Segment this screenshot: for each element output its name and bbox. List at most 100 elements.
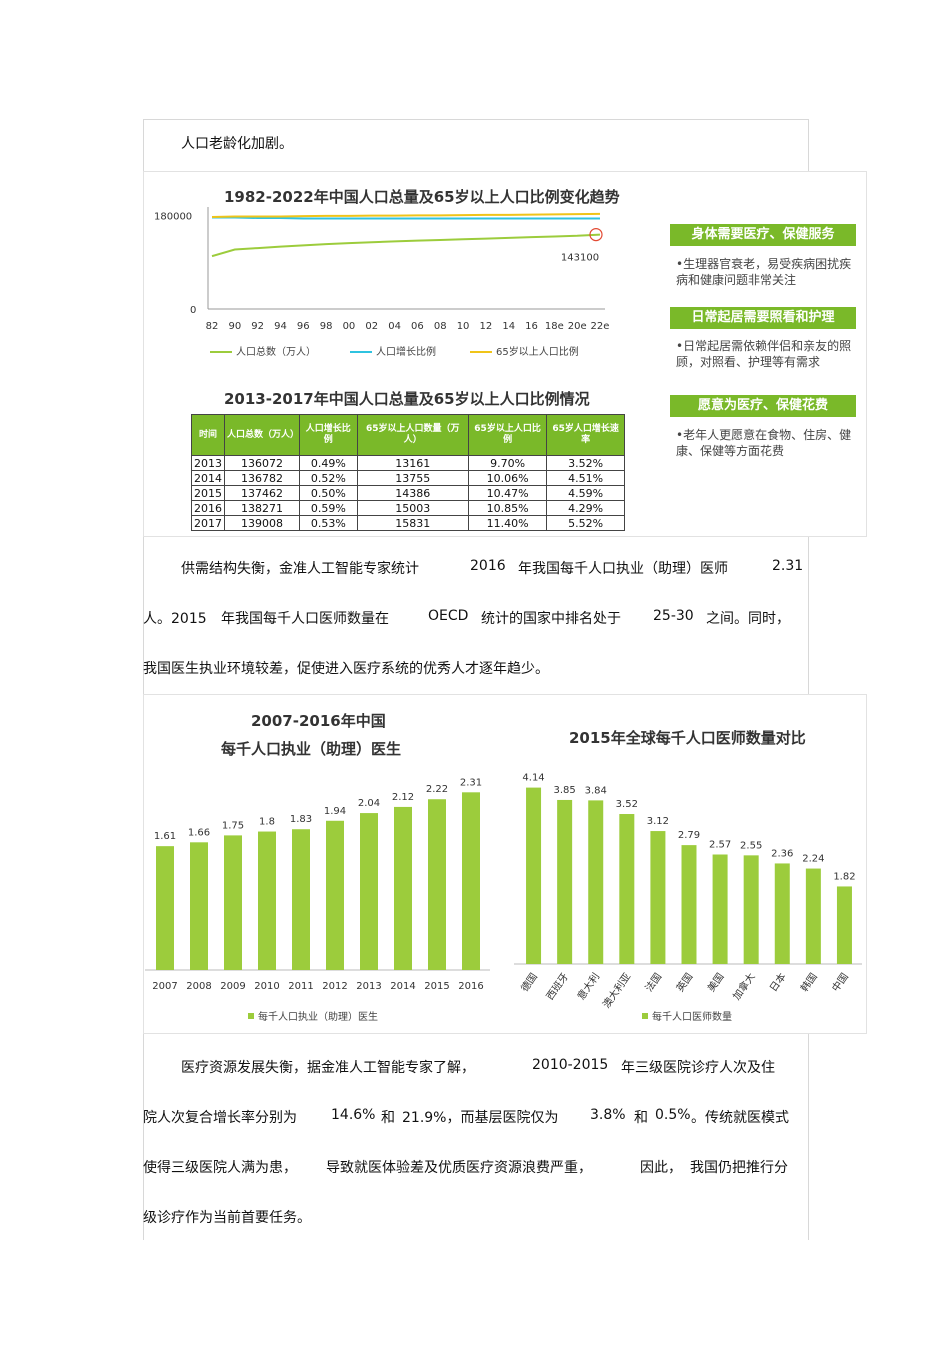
- data-label: 1.75: [222, 820, 244, 831]
- y-tick-label: 0: [190, 305, 196, 316]
- table-header-cell: 人口增长比例: [298, 414, 358, 456]
- legend-label: 每千人口医师数量: [652, 1010, 732, 1023]
- side-text-care: •日常起居需依赖伴侣和亲友的照顾，对照看、护理等有需求: [676, 339, 852, 369]
- legend-label: 每千人口执业（助理）医生: [258, 1010, 378, 1023]
- table-cell: 2013: [191, 455, 225, 471]
- side-heading-medical: 身体需要医疗、保健服务: [670, 224, 856, 246]
- page-frame: [143, 119, 809, 1240]
- bar: [326, 820, 344, 970]
- table-cell: 11.40%: [467, 515, 548, 531]
- text-segment: 和: [634, 1110, 648, 1126]
- data-label: 2.12: [392, 792, 414, 803]
- bar: [224, 835, 242, 970]
- data-label: 2.24: [802, 854, 824, 865]
- bar: [292, 829, 310, 970]
- x-tick-label: 02: [365, 321, 378, 332]
- table-cell: 0.49%: [298, 455, 358, 471]
- text-segment: 统计的国家中排名处于: [481, 611, 621, 627]
- x-tick-label: 16: [525, 321, 538, 332]
- data-label: 3.12: [647, 816, 669, 827]
- series-line-1: [212, 216, 600, 220]
- table-cell: 0.50%: [298, 485, 358, 501]
- data-label: 3.52: [616, 799, 638, 810]
- chart1-title: 1982-2022年中国人口总量及65岁以上人口比例变化趋势: [224, 188, 620, 206]
- data-label: 1.61: [154, 831, 176, 842]
- x-tick-label: 英国: [673, 970, 695, 994]
- bar: [650, 831, 666, 964]
- data-label: 2.79: [678, 830, 700, 841]
- text-segment: 使得三级医院人满为患，: [143, 1160, 297, 1176]
- bar: [258, 831, 276, 970]
- data-label: 1.94: [324, 806, 346, 817]
- x-tick-label: 96: [297, 321, 310, 332]
- population-line-chart: 180000 0 82 90 92 94 96 98 00 02 04 06 08 10 12 14 16 18e…: [154, 207, 610, 358]
- bar: [156, 846, 174, 970]
- x-tick-label: 2009: [220, 981, 245, 992]
- data-label: 2.36: [771, 848, 793, 859]
- table-cell: 13755: [356, 470, 469, 486]
- text-segment: 年三级医院诊疗人次及住: [621, 1060, 775, 1076]
- x-tick-label: 2014: [390, 981, 415, 992]
- table-row: 2013 136072 0.49% 13161 9.70% 3.52%: [191, 455, 625, 471]
- legend-label: 人口总数（万人）: [236, 345, 316, 358]
- x-tick-label: 20e: [568, 321, 587, 332]
- bar: [394, 806, 412, 970]
- x-tick-label: 14: [502, 321, 515, 332]
- bar: [712, 854, 728, 964]
- x-tick-label: 西班牙: [544, 971, 571, 1002]
- text-segment: 14.6%: [331, 1107, 376, 1123]
- data-label: 1.82: [833, 871, 855, 882]
- table-cell: 137462: [224, 485, 300, 501]
- table-cell: 136782: [224, 470, 300, 486]
- data-label: 1.83: [290, 814, 312, 825]
- text-segment: 因此，: [640, 1160, 682, 1176]
- chart3-title: 2015年全球每千人口医师数量对比: [569, 729, 806, 747]
- table-cell: 13161: [356, 455, 469, 471]
- data-label: 2.55: [740, 840, 762, 851]
- table-header-cell: 65岁以上人口比例: [467, 414, 548, 456]
- table-cell: 3.52%: [546, 455, 625, 471]
- x-tick-label: 22e: [591, 321, 610, 332]
- highlight-marker: [589, 227, 603, 242]
- table-cell: 5.52%: [546, 515, 625, 531]
- bar: [836, 886, 852, 964]
- bar: [774, 863, 790, 964]
- x-tick-label: 意大利: [574, 970, 602, 1002]
- text-segment: 供需结构失衡，金准人工智能专家统计: [181, 561, 419, 577]
- x-tick-label: 韩国: [798, 970, 820, 994]
- data-label: 2.22: [426, 784, 448, 795]
- data-label: 2.31: [460, 777, 482, 788]
- table-header-cell: 65岁以上人口数量（万人）: [356, 414, 469, 456]
- bar: [428, 799, 446, 970]
- text-segment: 3.8%: [590, 1107, 626, 1123]
- bar: [805, 868, 821, 964]
- side-text-spending: •老年人更愿意在食物、住房、健康、保健等方面花费: [676, 428, 852, 458]
- x-tick-label: 2008: [186, 981, 211, 992]
- chart2-title-line1: 2007-2016年中国: [251, 712, 386, 730]
- x-tick-label: 08: [434, 321, 447, 332]
- x-tick-label: 2011: [288, 981, 313, 992]
- bar: [526, 787, 542, 964]
- x-tick-label: 2013: [356, 981, 381, 992]
- text-segment: 。传统就医模式: [691, 1110, 789, 1126]
- table-cell: 139008: [224, 515, 300, 531]
- table-header-row: 时间 人口总数（万人） 人口增长比例 65岁以上人口数量（万人） 65岁以上人口…: [191, 414, 625, 456]
- text-segment: 年我国每千人口医师数量在: [221, 611, 389, 627]
- china-doctors-bar-chart: 1.61 2007 1.66 2008 1.75 2009 1.8 2010 1.83 2011 1…: [145, 777, 490, 1023]
- x-tick-label: 12: [480, 321, 493, 332]
- x-tick-label: 82: [206, 321, 219, 332]
- series-line-2: [211, 212, 601, 218]
- x-tick-label: 澳大利亚: [600, 970, 634, 1010]
- data-label: 3.85: [554, 785, 576, 796]
- table-cell: 0.59%: [298, 500, 358, 516]
- side-heading-spending: 愿意为医疗、保健花费: [670, 395, 856, 417]
- text-segment: 和: [381, 1110, 395, 1126]
- x-tick-label: 2016: [458, 981, 483, 992]
- table-cell: 136072: [224, 455, 300, 471]
- x-tick-label: 92: [251, 321, 264, 332]
- x-tick-label: 中国: [829, 970, 851, 994]
- x-tick-label: 90: [228, 321, 241, 332]
- x-tick-label: 美国: [704, 970, 726, 994]
- text-segment: 2.31: [772, 558, 804, 574]
- x-tick-label: 10: [457, 321, 470, 332]
